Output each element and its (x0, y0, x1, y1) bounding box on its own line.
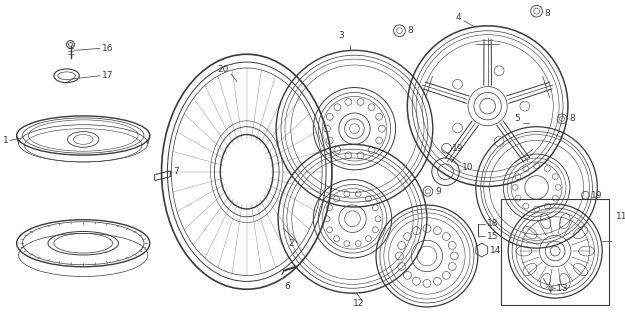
Text: 16: 16 (102, 44, 113, 53)
Text: 12: 12 (352, 300, 364, 308)
Text: 20: 20 (217, 65, 229, 75)
Text: 19: 19 (452, 144, 464, 153)
Text: 15: 15 (487, 232, 498, 241)
Text: 6: 6 (284, 282, 290, 291)
Text: φ-13: φ-13 (548, 284, 568, 293)
Text: 4: 4 (456, 12, 461, 21)
Text: 1: 1 (3, 136, 9, 145)
Text: 14: 14 (489, 245, 501, 255)
Text: 2: 2 (289, 239, 294, 248)
Text: 8: 8 (408, 26, 413, 35)
Text: 8: 8 (569, 114, 574, 124)
Text: 10: 10 (462, 163, 474, 172)
Text: 3: 3 (338, 31, 344, 40)
Text: 9: 9 (436, 187, 441, 196)
Text: 5: 5 (514, 114, 520, 124)
Text: 17: 17 (102, 71, 113, 80)
Text: 7: 7 (173, 167, 179, 176)
Text: 8: 8 (544, 9, 550, 18)
Text: 18: 18 (487, 219, 498, 228)
Bar (501, 199, 609, 305)
Text: 19: 19 (591, 191, 603, 200)
Text: 11: 11 (616, 212, 625, 221)
